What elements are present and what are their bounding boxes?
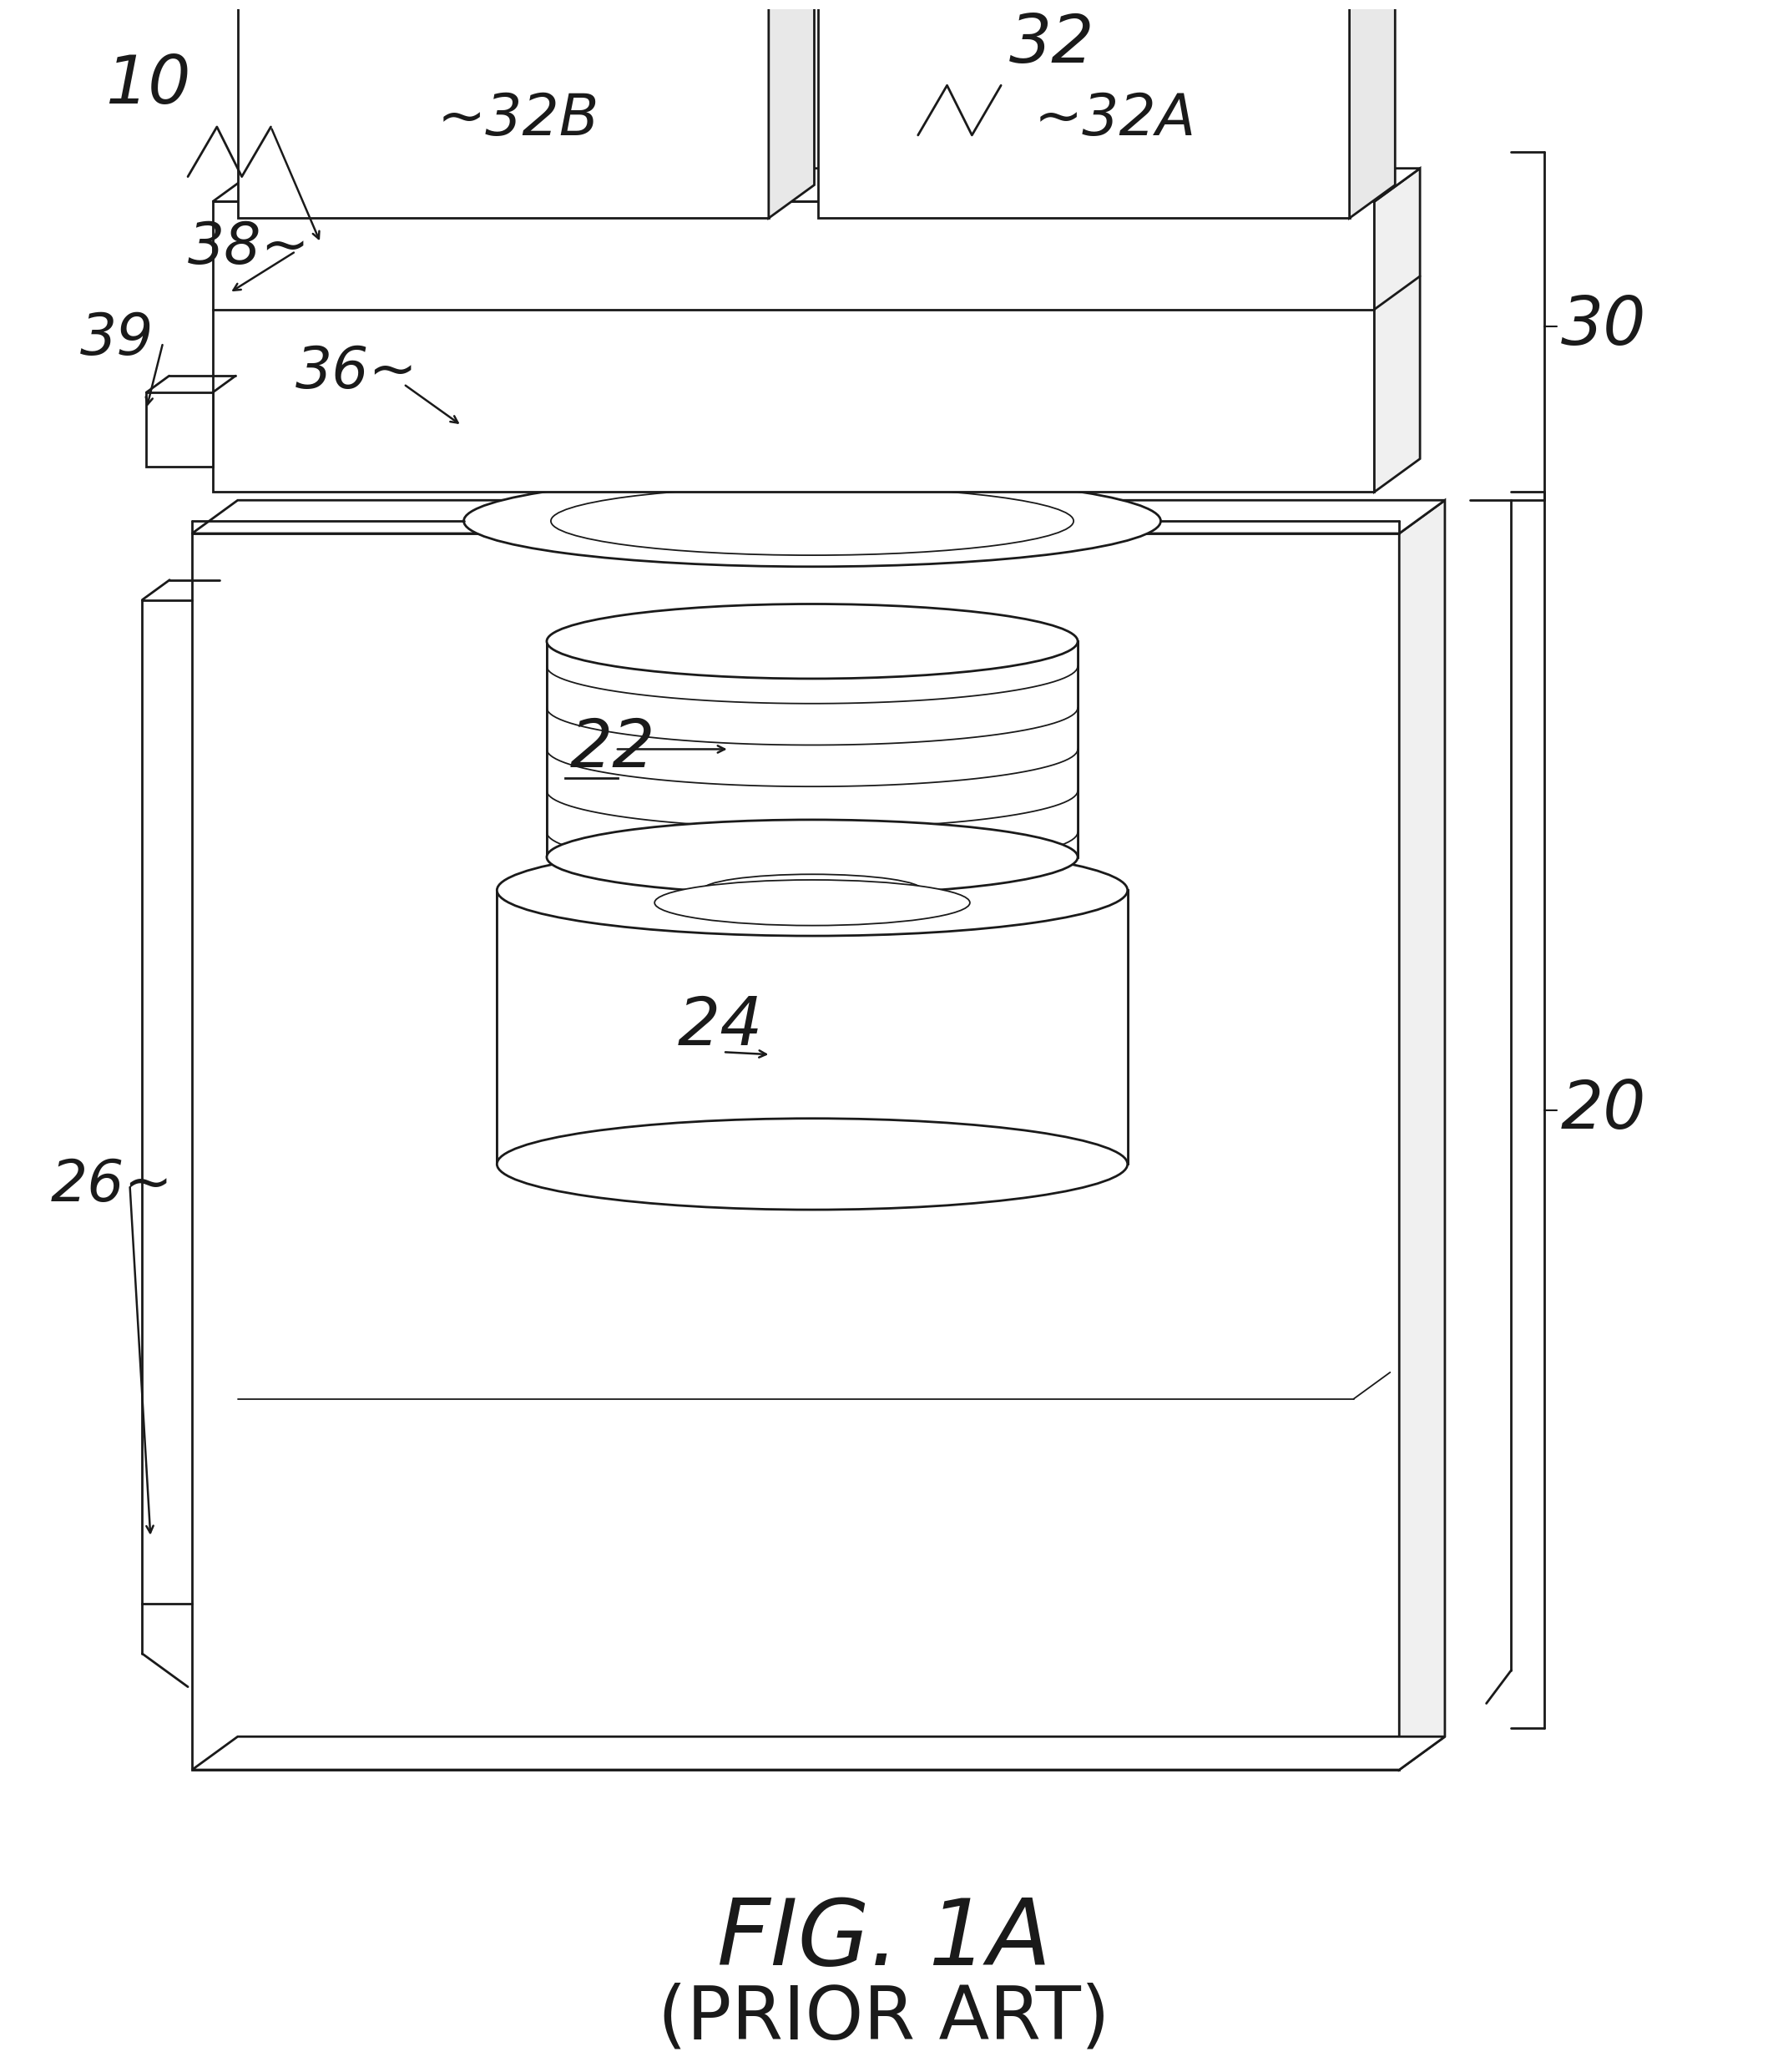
Text: 39: 39: [80, 311, 154, 367]
Text: 20: 20: [1561, 1077, 1646, 1142]
Text: 36~: 36~: [295, 344, 419, 400]
Ellipse shape: [546, 821, 1078, 895]
Polygon shape: [497, 891, 1128, 1164]
Polygon shape: [237, 0, 769, 218]
Ellipse shape: [497, 845, 1128, 937]
Polygon shape: [769, 0, 815, 218]
Text: 22: 22: [569, 717, 656, 781]
Text: ~32B: ~32B: [437, 91, 599, 147]
Polygon shape: [193, 533, 1398, 1769]
Polygon shape: [147, 392, 212, 466]
Ellipse shape: [552, 487, 1073, 555]
Polygon shape: [212, 168, 1420, 201]
Polygon shape: [1349, 0, 1395, 218]
Polygon shape: [546, 642, 1078, 858]
Text: (PRIOR ART): (PRIOR ART): [658, 1983, 1110, 2055]
Text: 26~: 26~: [51, 1156, 173, 1212]
Polygon shape: [212, 201, 1374, 491]
Text: 38~: 38~: [187, 220, 311, 276]
Polygon shape: [819, 0, 1349, 218]
Polygon shape: [193, 499, 1444, 533]
Polygon shape: [193, 1736, 1444, 1769]
Ellipse shape: [463, 474, 1162, 566]
Ellipse shape: [546, 603, 1078, 680]
Text: 24: 24: [677, 995, 764, 1059]
Ellipse shape: [702, 874, 923, 905]
Text: 10: 10: [104, 52, 191, 118]
Text: ~32A: ~32A: [1034, 91, 1197, 147]
Text: FIG. 1A: FIG. 1A: [718, 1896, 1050, 1985]
Ellipse shape: [497, 1119, 1128, 1210]
Polygon shape: [1398, 499, 1444, 1769]
Ellipse shape: [654, 881, 971, 926]
Text: 30: 30: [1561, 294, 1646, 358]
Text: 32: 32: [1010, 10, 1094, 77]
Polygon shape: [1374, 168, 1420, 491]
